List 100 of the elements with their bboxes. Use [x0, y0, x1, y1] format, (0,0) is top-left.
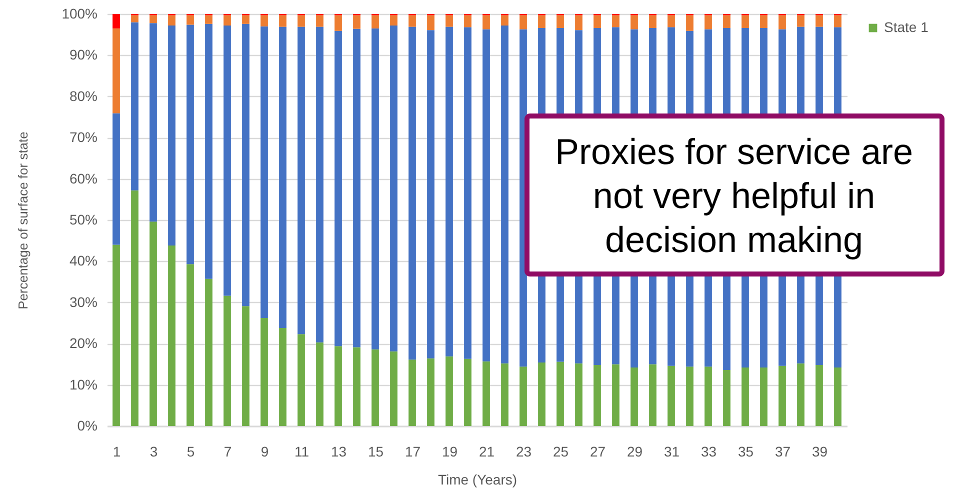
bar	[408, 26, 416, 360]
x-tick-label: 19	[442, 444, 458, 460]
bar	[408, 360, 416, 426]
y-tick-label: 80%	[69, 88, 98, 104]
bar	[612, 15, 620, 28]
x-tick-label: 25	[552, 444, 569, 460]
bar	[353, 347, 360, 426]
bar	[594, 15, 601, 28]
bar	[242, 306, 250, 426]
bar	[575, 15, 582, 30]
x-tick-label: 35	[738, 444, 754, 460]
bar	[279, 328, 286, 426]
y-tick-label: 10%	[69, 376, 98, 392]
bar	[834, 15, 842, 28]
x-tick-label: 9	[260, 444, 269, 460]
bar	[390, 26, 398, 352]
bar	[150, 23, 157, 222]
bar	[464, 15, 472, 28]
bar	[242, 24, 250, 306]
x-tick-label: 27	[590, 444, 606, 460]
bar	[112, 113, 120, 245]
bar	[446, 356, 453, 426]
bar	[390, 15, 398, 26]
bar	[186, 264, 194, 426]
bar	[501, 15, 508, 26]
bar	[260, 318, 268, 426]
bar	[298, 26, 305, 334]
x-tick-label: 39	[812, 444, 828, 460]
bar	[260, 15, 268, 26]
bar	[205, 15, 212, 24]
bar	[372, 15, 379, 28]
bar	[723, 15, 730, 28]
bar	[186, 15, 194, 25]
bar	[797, 15, 804, 27]
x-tick-label: 21	[478, 444, 495, 460]
bar	[686, 366, 694, 426]
bar	[168, 246, 176, 426]
annotation: Proxies for service are not very helpful in decision making	[554, 131, 914, 260]
bar	[575, 363, 582, 426]
bar	[556, 15, 564, 28]
x-tick-label: 17	[404, 444, 421, 460]
bar	[316, 15, 324, 27]
bar	[649, 364, 656, 426]
bar	[742, 15, 749, 28]
y-tick-label: 0%	[77, 418, 98, 434]
bar	[168, 15, 176, 26]
bar	[427, 30, 434, 358]
bar	[501, 26, 508, 364]
bar	[372, 349, 379, 426]
bar	[797, 363, 804, 426]
bar	[112, 28, 120, 114]
legend-label: State 1	[884, 19, 929, 35]
bar	[538, 15, 546, 28]
bar	[482, 29, 490, 362]
bar	[723, 370, 730, 426]
bar	[131, 15, 138, 22]
y-tick-label: 50%	[69, 212, 98, 228]
bar	[630, 367, 638, 426]
bar	[224, 26, 231, 296]
bar	[279, 15, 286, 27]
bar	[520, 15, 527, 30]
x-tick-label: 3	[150, 444, 158, 460]
bar	[538, 362, 546, 426]
y-axis-title: Percentage of surface for state	[16, 132, 31, 310]
bar	[464, 358, 472, 426]
bar	[353, 15, 360, 29]
bar	[501, 363, 508, 426]
x-tick-label: 31	[664, 444, 680, 460]
bar	[816, 15, 823, 27]
bar	[704, 366, 712, 426]
bar	[594, 365, 601, 426]
y-tick-label: 60%	[69, 170, 98, 186]
bar	[427, 15, 434, 30]
x-axis-title: Time (Years)	[438, 472, 518, 488]
bar	[427, 358, 434, 426]
bar	[686, 15, 694, 31]
bar	[464, 27, 472, 359]
bar	[612, 364, 620, 426]
bar	[482, 15, 490, 30]
bar	[334, 30, 342, 346]
bar	[260, 26, 268, 318]
bar	[408, 15, 416, 27]
bar	[242, 15, 250, 24]
x-tick-label: 1	[112, 444, 121, 460]
bar	[150, 15, 157, 24]
bar	[279, 26, 286, 328]
bar	[372, 28, 379, 350]
bar	[742, 367, 749, 426]
x-tick-label: 33	[700, 444, 717, 460]
y-tick-label: 20%	[69, 335, 98, 352]
x-tick-label: 13	[330, 444, 347, 460]
bar	[482, 361, 490, 426]
bar	[298, 334, 305, 426]
bar	[704, 15, 712, 30]
y-tick-label: 100%	[62, 6, 98, 22]
bar	[760, 367, 768, 426]
x-tick-label: 15	[368, 444, 384, 460]
bar	[334, 346, 342, 426]
bar	[446, 26, 453, 356]
bar	[390, 351, 398, 426]
